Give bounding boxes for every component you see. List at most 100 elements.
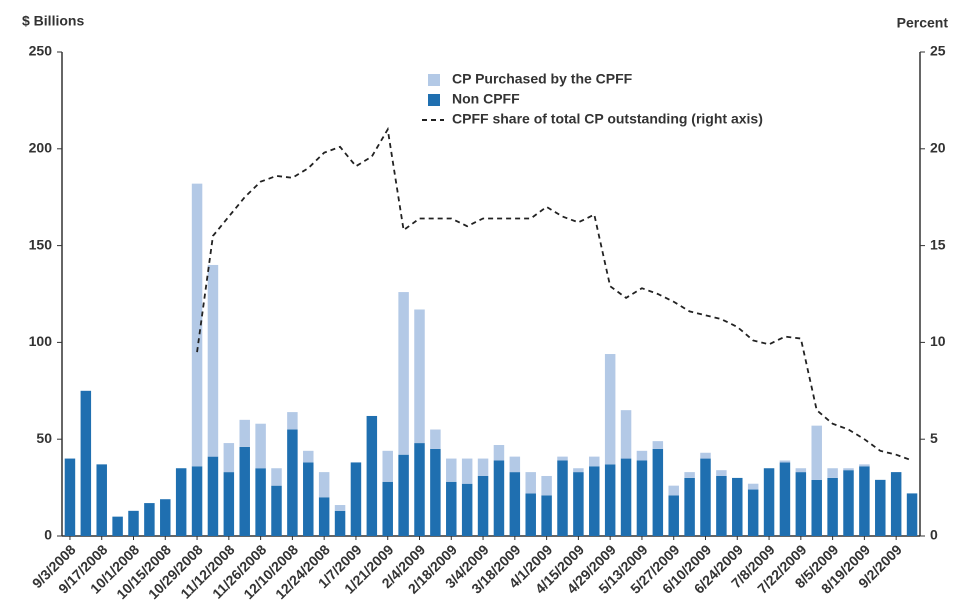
- y2-tick-label: 10: [930, 333, 946, 349]
- bar: [271, 468, 282, 486]
- bar: [652, 448, 664, 536]
- bar: [668, 485, 679, 496]
- bar: [80, 390, 92, 536]
- bar: [239, 419, 250, 447]
- y2-tick-label: 0: [930, 527, 938, 543]
- bar: [525, 493, 536, 536]
- bar: [255, 423, 266, 469]
- bar: [541, 475, 552, 496]
- bar: [573, 468, 584, 473]
- bar: [716, 475, 727, 536]
- bar: [303, 462, 314, 536]
- bar: [271, 485, 282, 536]
- bar: [859, 464, 870, 467]
- legend-label: CPFF share of total CP outstanding (righ…: [452, 111, 763, 127]
- y2-tick-label: 15: [930, 236, 946, 252]
- bar: [604, 464, 616, 536]
- y2-tick-label: 5: [930, 430, 938, 446]
- bar: [684, 477, 695, 536]
- y-tick-label: 250: [29, 43, 53, 59]
- y-tick-label: 50: [36, 430, 52, 446]
- bar: [318, 497, 330, 536]
- bar: [652, 441, 664, 449]
- bar: [795, 468, 807, 473]
- bar: [446, 458, 457, 482]
- bar: [96, 464, 107, 536]
- bar: [843, 468, 854, 471]
- bar: [255, 468, 266, 536]
- bar: [461, 483, 473, 536]
- bar: [684, 472, 695, 478]
- bar: [573, 472, 584, 536]
- bar: [477, 475, 489, 536]
- y2-axis-title: Percent: [897, 15, 949, 31]
- bar: [239, 446, 250, 536]
- bar: [128, 510, 139, 536]
- bar: [414, 443, 425, 536]
- y-tick-label: 0: [44, 527, 52, 543]
- y-tick-label: 200: [29, 140, 53, 156]
- bar: [303, 450, 314, 463]
- bar: [461, 458, 473, 484]
- bar: [589, 456, 600, 467]
- bar: [668, 495, 679, 536]
- bar: [191, 466, 203, 536]
- y-axis-title: $ Billions: [22, 13, 84, 29]
- bar: [763, 468, 775, 536]
- y-tick-label: 150: [29, 236, 53, 252]
- bar: [875, 479, 886, 536]
- legend-label: Non CPFF: [452, 91, 520, 107]
- bar: [890, 472, 902, 536]
- bar: [398, 292, 409, 455]
- bar: [398, 454, 409, 536]
- bar: [700, 458, 711, 536]
- bar: [795, 472, 807, 536]
- bar: [747, 489, 759, 536]
- bar: [64, 458, 76, 536]
- bar: [366, 415, 378, 536]
- bar: [827, 468, 838, 478]
- bar: [859, 466, 870, 536]
- bar: [382, 450, 393, 482]
- bar: [779, 460, 791, 463]
- bar: [223, 472, 235, 536]
- bar: [811, 425, 822, 480]
- bar: [160, 499, 171, 536]
- bar: [175, 468, 187, 536]
- bar: [779, 462, 791, 536]
- bar: [509, 456, 521, 473]
- bar: [525, 472, 536, 494]
- bar: [144, 503, 155, 536]
- bar: [620, 410, 632, 459]
- y2-tick-label: 25: [930, 43, 946, 59]
- bar: [493, 445, 505, 461]
- bar: [732, 477, 743, 536]
- bar: [747, 483, 759, 490]
- bar: [287, 429, 298, 536]
- bar: [843, 470, 854, 536]
- bar: [906, 493, 918, 536]
- bar: [430, 429, 441, 449]
- bar: [207, 456, 219, 536]
- bar: [557, 460, 568, 536]
- bar: [620, 458, 632, 536]
- bar: [811, 479, 822, 536]
- bar: [716, 470, 727, 476]
- bar: [414, 309, 425, 444]
- bar: [350, 462, 362, 536]
- y2-tick-label: 20: [930, 140, 946, 156]
- bar: [827, 477, 838, 536]
- bar: [191, 183, 203, 467]
- legend-swatch: [428, 74, 440, 86]
- bar: [223, 443, 235, 473]
- bar: [334, 505, 346, 511]
- bar: [318, 472, 330, 498]
- bar: [589, 466, 600, 536]
- bar: [700, 452, 711, 459]
- bar: [446, 481, 457, 536]
- bar: [430, 448, 441, 536]
- legend-label: CP Purchased by the CPFF: [452, 71, 633, 87]
- bar: [541, 495, 552, 536]
- bar: [207, 264, 219, 457]
- bar: [287, 412, 298, 430]
